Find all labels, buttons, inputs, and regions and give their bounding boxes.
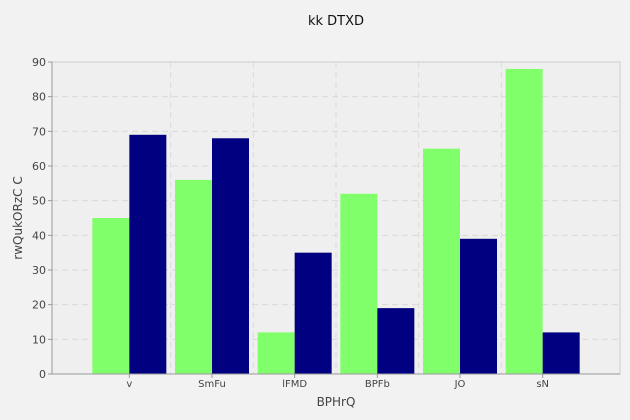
y-tick-label: 0 xyxy=(39,368,46,381)
y-tick-label: 30 xyxy=(32,264,46,277)
x-tick-label: SmFu xyxy=(198,379,226,390)
bars xyxy=(92,68,580,374)
y-tick-label: 40 xyxy=(32,229,46,242)
bar-sN-series-1 xyxy=(505,68,543,374)
x-tick-label: lFMD xyxy=(282,379,307,390)
bar-sN-series-2 xyxy=(542,332,580,374)
bar-lFMD-series-1 xyxy=(257,332,295,374)
bar-v-series-2 xyxy=(129,134,167,374)
x-axis-label: BPHrQ xyxy=(317,395,356,409)
bar-lFMD-series-2 xyxy=(294,252,332,374)
bar-SmFu-series-2 xyxy=(212,138,249,374)
x-tick-label: sN xyxy=(536,379,549,390)
bar-v-series-1 xyxy=(92,218,130,374)
y-axis-ticks: 0 10 20 30 40 50 60 70 80 90 xyxy=(32,56,52,381)
x-tick-label: v xyxy=(126,379,132,390)
y-tick-label: 50 xyxy=(32,195,46,208)
bar-JO-series-1 xyxy=(423,148,460,374)
y-axis-label: rwQukORzC C xyxy=(11,176,25,259)
bar-BPFb-series-2 xyxy=(377,308,415,374)
y-tick-label: 80 xyxy=(32,91,46,104)
x-tick-label: JO xyxy=(454,379,466,390)
y-tick-label: 70 xyxy=(32,125,46,138)
y-tick-label: 90 xyxy=(32,56,46,69)
x-tick-label: BPFb xyxy=(365,379,390,390)
y-tick-label: 10 xyxy=(32,333,46,346)
bar-BPFb-series-1 xyxy=(340,193,378,374)
bar-SmFu-series-1 xyxy=(175,179,212,374)
y-tick-label: 60 xyxy=(32,160,46,173)
y-tick-label: 20 xyxy=(32,299,46,312)
chart-title: kk DTXD xyxy=(308,14,364,29)
x-axis-ticks: v SmFu lFMD BPFb JO sN xyxy=(126,374,549,390)
bar-JO-series-2 xyxy=(460,238,497,374)
